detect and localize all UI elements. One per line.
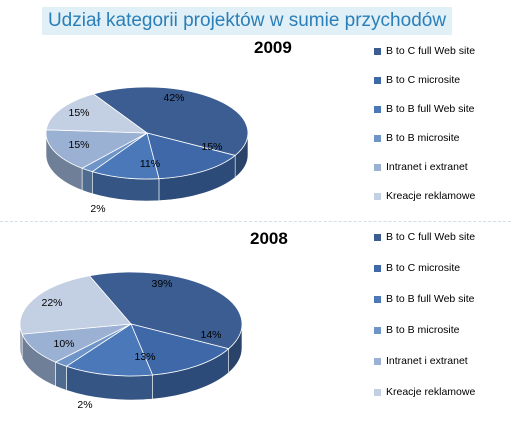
data-label: 2%: [90, 203, 105, 215]
legend-swatch: [374, 105, 381, 113]
legend-item: Kreacje reklamowe: [374, 386, 475, 398]
legend-item: B to C full Web site: [374, 231, 475, 243]
legend-swatch: [374, 388, 381, 396]
legend-swatch: [374, 357, 381, 365]
legend-swatch: [374, 163, 381, 171]
legend-item: Intranet i extranet: [374, 161, 468, 173]
legend-item: B to C microsite: [374, 74, 460, 86]
pie-slice-b-to-c-full-web-site: [92, 86, 249, 156]
legend-swatch: [374, 47, 381, 55]
main-title: Udział kategorii projektów w sumie przyc…: [47, 10, 447, 31]
data-label: 22%: [41, 297, 62, 309]
legend-item: B to B microsite: [374, 324, 460, 336]
legend-label: Intranet i extranet: [386, 355, 468, 367]
legend-label: Kreacje reklamowe: [386, 386, 476, 398]
legend-label: B to C microsite: [386, 74, 461, 86]
pie-slice-intranet-i-extranet: [45, 129, 149, 169]
legend-swatch: [374, 233, 381, 241]
legend-item: B to B microsite: [374, 132, 460, 144]
pie-slice-b-to-c-full-web-site: [88, 271, 243, 350]
legend-label: B to B full Web site: [386, 103, 475, 115]
legend-label: Kreacje reklamowe: [386, 190, 476, 202]
chart-title-2008: 2008: [250, 229, 288, 248]
data-label: 2%: [77, 399, 92, 411]
data-label: 15%: [68, 107, 89, 119]
legend-swatch: [374, 192, 381, 200]
data-label: 11%: [140, 158, 160, 170]
legend-item: Kreacje reklamowe: [374, 190, 475, 202]
pie-slice-kreacje-reklamowe: [19, 275, 132, 335]
title-banner: Udział kategorii projektów w sumie przyc…: [42, 7, 452, 35]
pie-slice-b-to-c-microsite: [146, 132, 237, 180]
legend-label: B to B microsite: [386, 324, 460, 336]
data-label: 15%: [68, 139, 89, 151]
chart-title-2009: 2009: [254, 38, 292, 57]
legend-label: B to C full Web site: [386, 45, 476, 57]
pie-slice-b-to-c-microsite: [130, 323, 230, 376]
legend-item: B to B full Web site: [374, 103, 475, 115]
data-label: 14%: [200, 329, 221, 341]
pie-slice-kreacje-reklamowe: [45, 93, 149, 134]
legend-item: B to B full Web site: [374, 293, 475, 305]
legend-label: B to C microsite: [386, 262, 461, 274]
pie-chart-2009: 42% 15% 11% 2% 15% 15%: [45, 86, 249, 215]
data-label: 10%: [53, 338, 74, 350]
legend-item: Intranet i extranet: [374, 355, 468, 367]
legend-swatch: [374, 326, 381, 334]
pie-slice-b-to-b-full-web-site: [65, 323, 154, 377]
data-label: 13%: [134, 351, 155, 363]
legend-swatch: [374, 134, 381, 142]
legend-item: B to C full Web site: [374, 45, 475, 57]
legend-label: B to B full Web site: [386, 293, 475, 305]
legend-swatch: [374, 295, 381, 303]
divider: [0, 221, 511, 222]
legend-item: B to C microsite: [374, 262, 460, 274]
data-label: 42%: [163, 92, 184, 104]
pie-sides: [19, 323, 243, 401]
pie-side-3: [55, 361, 67, 391]
data-label: 15%: [201, 141, 222, 153]
legend-label: B to B microsite: [386, 132, 460, 144]
legend-swatch: [374, 76, 381, 84]
legend-swatch: [374, 264, 381, 272]
legend-label: B to C full Web site: [386, 231, 476, 243]
data-label: 39%: [151, 278, 172, 290]
legend-label: Intranet i extranet: [386, 161, 468, 173]
pie-slice-b-to-b-full-web-site: [91, 132, 160, 180]
